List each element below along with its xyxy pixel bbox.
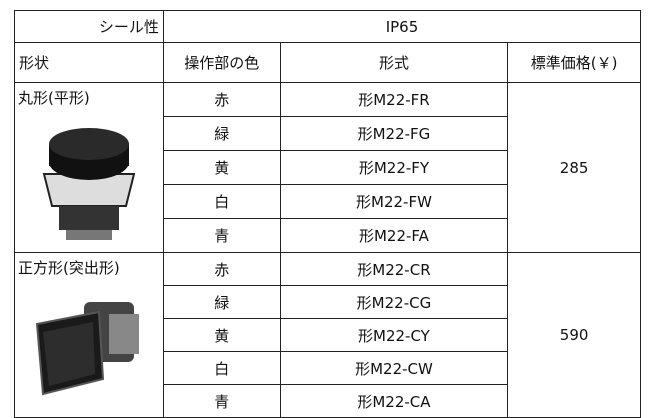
- data-row: 丸形(平形) 赤形M22-FR 285: [14, 82, 641, 253]
- shape-label: 正方形(突出形): [18, 259, 120, 277]
- color-cell: 白: [162, 351, 281, 385]
- model-cell: 形M22-CY: [279, 318, 509, 352]
- header-cell: シール性: [14, 10, 164, 43]
- button-image: [42, 128, 136, 240]
- data-row: 正方形(突出形) 赤形M22-CR 590: [14, 252, 641, 418]
- data-row: 青形M22-FA: [15, 218, 641, 253]
- color-cell: 青: [162, 384, 281, 418]
- color-cell: 黄: [162, 318, 281, 352]
- model-cell: 形M22-CG: [279, 285, 509, 319]
- header-cell: 形状: [14, 42, 164, 83]
- data-row: 白形M22-FW: [15, 184, 641, 219]
- model-cell: 形M22-FG: [279, 116, 509, 151]
- color-cell: 黄: [162, 150, 281, 185]
- model-cell: 形M22-FY: [279, 150, 509, 185]
- model-cell: 形M22-CR: [279, 252, 509, 286]
- data-row: 緑形M22-CG: [15, 285, 641, 319]
- color-cell: 白: [162, 184, 281, 219]
- shape-cell: 正方形(突出形): [14, 252, 164, 418]
- color-cell: 緑: [162, 285, 281, 319]
- data-row: 黄形M22-FY: [15, 150, 641, 185]
- price-cell: 590: [507, 252, 641, 418]
- color-cell: 赤: [162, 252, 281, 286]
- model-cell: 形M22-FW: [279, 184, 509, 219]
- model-cell: 形M22-CA: [279, 384, 509, 418]
- data-row: 黄形M22-CY: [15, 318, 641, 352]
- shape-cell: 丸形(平形): [14, 82, 164, 253]
- shape-label: 丸形(平形): [18, 89, 90, 107]
- model-cell: 形M22-CW: [279, 351, 509, 385]
- header-cell: 操作部の色: [162, 42, 281, 83]
- header-cell: 形式: [279, 42, 509, 83]
- price-cell: 285: [507, 82, 641, 253]
- model-cell: 形M22-FR: [279, 82, 509, 117]
- header-row: 形状 操作部の色 形式 標準価格(￥): [14, 42, 641, 83]
- model-cell: 形M22-FA: [279, 218, 509, 253]
- color-cell: 赤: [162, 82, 281, 117]
- button-image: [35, 302, 139, 396]
- data-row: 白形M22-CW: [15, 351, 641, 385]
- color-cell: 緑: [162, 116, 281, 151]
- color-cell: 青: [162, 218, 281, 253]
- header-row: シール性 IP65: [14, 10, 642, 43]
- header-cell: IP65: [162, 10, 642, 43]
- data-row: 青形M22-CA: [15, 384, 641, 418]
- spec-table: シール性 IP65 形状 操作部の色 形式 標準価格(￥) 丸形(平形) 赤形M2…: [14, 10, 642, 418]
- header-cell: 標準価格(￥): [507, 42, 641, 83]
